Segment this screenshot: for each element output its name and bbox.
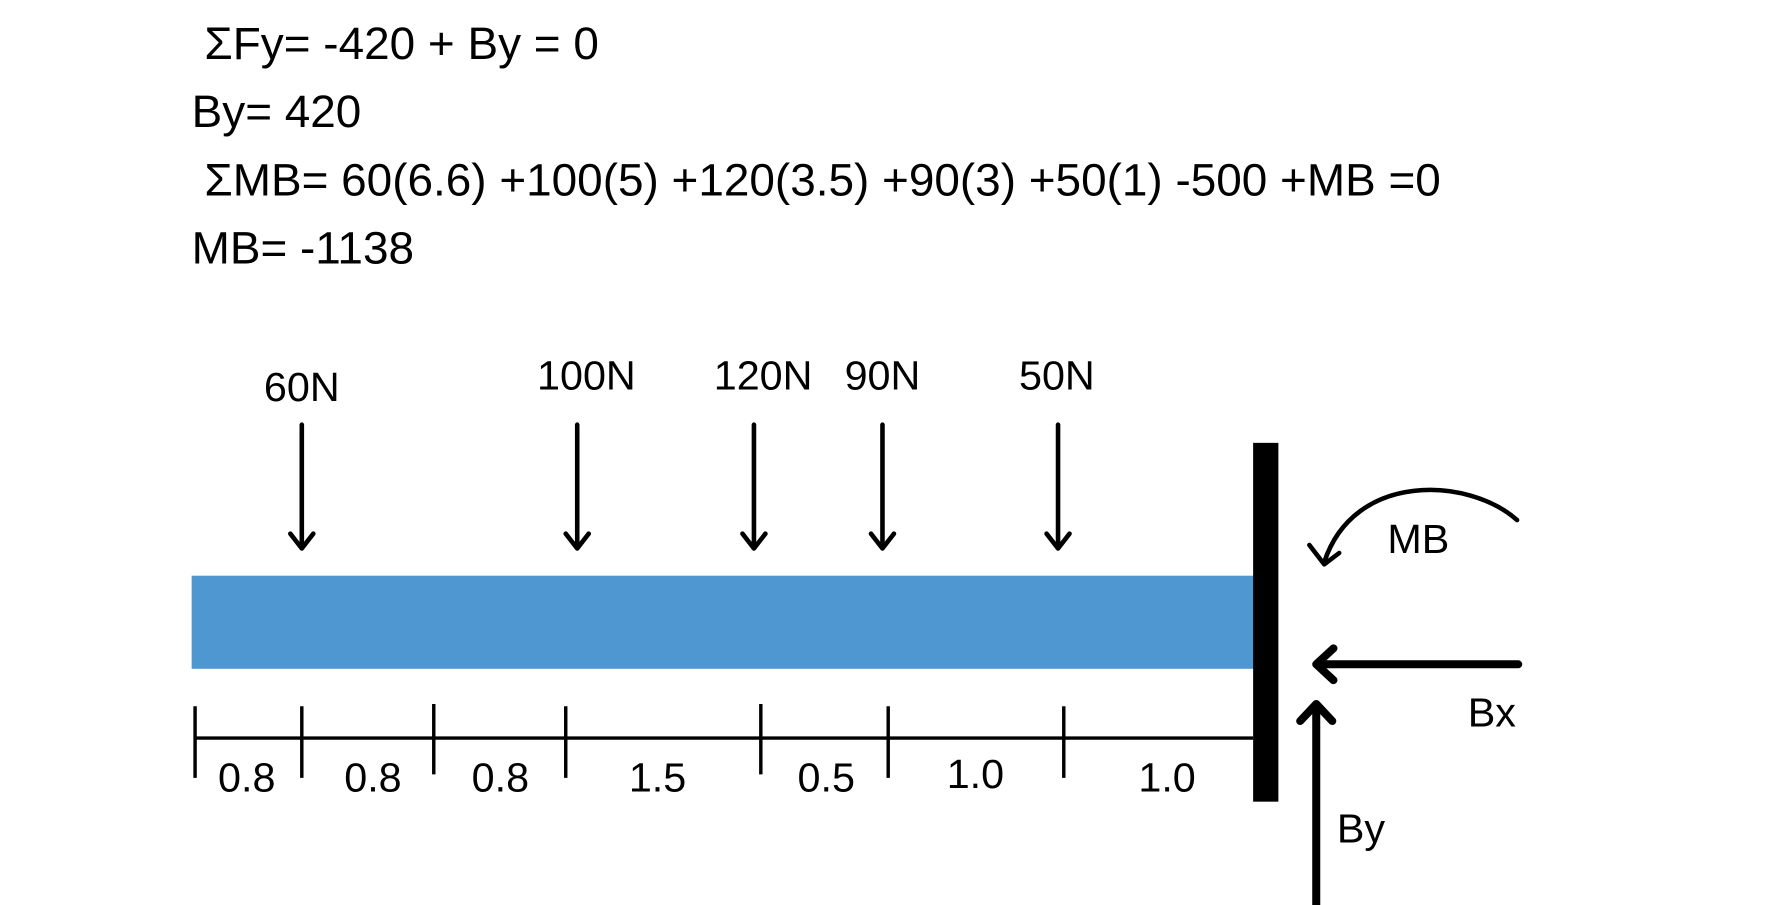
load-label: 90N xyxy=(845,353,921,399)
equation: ΣMB= 60(6.6) +100(5) +120(3.5) +90(3) +5… xyxy=(192,155,1441,206)
load-label: 60N xyxy=(264,364,340,410)
dimension-label: 0.8 xyxy=(344,755,401,801)
bx-arrow xyxy=(1312,644,1523,685)
dimension-label: 0.8 xyxy=(218,755,275,801)
load-arrows xyxy=(288,422,1072,551)
load-label: 50N xyxy=(1019,353,1095,399)
wall xyxy=(1253,442,1279,802)
equation: MB= -1138 xyxy=(192,223,414,274)
by-arrow xyxy=(1296,700,1337,905)
dimension-label: 0.5 xyxy=(798,755,855,801)
dimension-line xyxy=(193,704,1254,778)
load-label: 100N xyxy=(537,353,636,399)
dimension-label: 1.0 xyxy=(1138,755,1195,801)
equation: ΣFy= -420 + By = 0 xyxy=(192,18,599,69)
load-label: 120N xyxy=(714,353,813,399)
moment-arrow xyxy=(1307,487,1520,567)
reaction-label: Bx xyxy=(1468,690,1517,736)
equation: By= 420 xyxy=(192,86,362,137)
beam xyxy=(191,575,1257,669)
reaction-label: By xyxy=(1337,806,1386,852)
dimension-label: 0.8 xyxy=(472,755,529,801)
dimension-label: 1.0 xyxy=(947,751,1004,797)
dimension-label: 1.5 xyxy=(629,755,686,801)
reaction-label: MB xyxy=(1387,516,1449,562)
